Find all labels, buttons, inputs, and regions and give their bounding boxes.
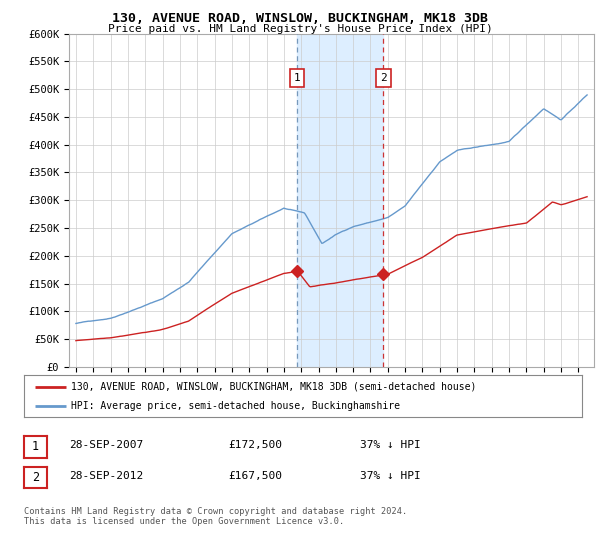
Text: 37% ↓ HPI: 37% ↓ HPI bbox=[360, 440, 421, 450]
Bar bbox=[297, 34, 383, 367]
Text: 130, AVENUE ROAD, WINSLOW, BUCKINGHAM, MK18 3DB (semi-detached house): 130, AVENUE ROAD, WINSLOW, BUCKINGHAM, M… bbox=[71, 381, 477, 391]
Text: 2: 2 bbox=[32, 471, 39, 484]
Text: 2: 2 bbox=[380, 73, 387, 83]
Text: £167,500: £167,500 bbox=[228, 471, 282, 481]
Text: Price paid vs. HM Land Registry's House Price Index (HPI): Price paid vs. HM Land Registry's House … bbox=[107, 24, 493, 34]
Text: HPI: Average price, semi-detached house, Buckinghamshire: HPI: Average price, semi-detached house,… bbox=[71, 401, 400, 411]
Text: £172,500: £172,500 bbox=[228, 440, 282, 450]
Text: 1: 1 bbox=[32, 440, 39, 454]
Text: 130, AVENUE ROAD, WINSLOW, BUCKINGHAM, MK18 3DB: 130, AVENUE ROAD, WINSLOW, BUCKINGHAM, M… bbox=[112, 12, 488, 25]
Text: 28-SEP-2007: 28-SEP-2007 bbox=[69, 440, 143, 450]
Text: 37% ↓ HPI: 37% ↓ HPI bbox=[360, 471, 421, 481]
Text: 1: 1 bbox=[293, 73, 300, 83]
Text: 28-SEP-2012: 28-SEP-2012 bbox=[69, 471, 143, 481]
Text: Contains HM Land Registry data © Crown copyright and database right 2024.
This d: Contains HM Land Registry data © Crown c… bbox=[24, 507, 407, 526]
